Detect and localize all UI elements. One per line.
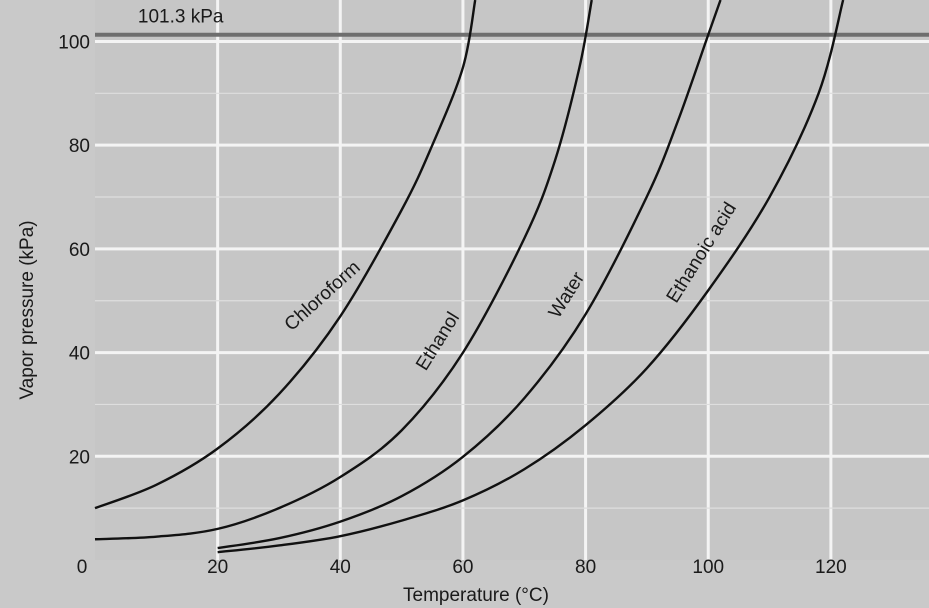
gridlines <box>95 0 929 560</box>
y-tick-labels: 20 40 60 80 100 <box>58 32 90 468</box>
curve-chloroform <box>94 0 477 510</box>
y-tick-label-20: 20 <box>69 447 90 468</box>
x-tick-label-100: 100 <box>692 557 724 578</box>
curve-water <box>217 0 722 550</box>
y-axis-title: Vapor pressure (kPa) <box>17 220 38 399</box>
x-tick-label-120: 120 <box>815 557 847 578</box>
series-curves <box>94 0 845 554</box>
curve-ethanoic-acid <box>217 0 845 554</box>
y-tick-label-80: 80 <box>69 136 90 157</box>
x-tick-label-60: 60 <box>452 557 473 578</box>
x-tick-label-80: 80 <box>575 557 596 578</box>
x-tick-label-20: 20 <box>207 557 228 578</box>
x-tick-labels: 0 20 40 60 80 100 120 <box>77 557 847 578</box>
x-tick-label-0: 0 <box>77 557 88 578</box>
y-tick-label-60: 60 <box>69 240 90 261</box>
curve-ethanol <box>94 0 593 541</box>
reference-line-group: 101.3 kPa <box>95 7 929 37</box>
x-axis-title: Temperature (°C) <box>403 585 549 606</box>
y-tick-label-100: 100 <box>58 32 90 53</box>
reference-line-label: 101.3 kPa <box>138 7 224 28</box>
y-tick-label-40: 40 <box>69 344 90 365</box>
x-tick-label-40: 40 <box>330 557 351 578</box>
